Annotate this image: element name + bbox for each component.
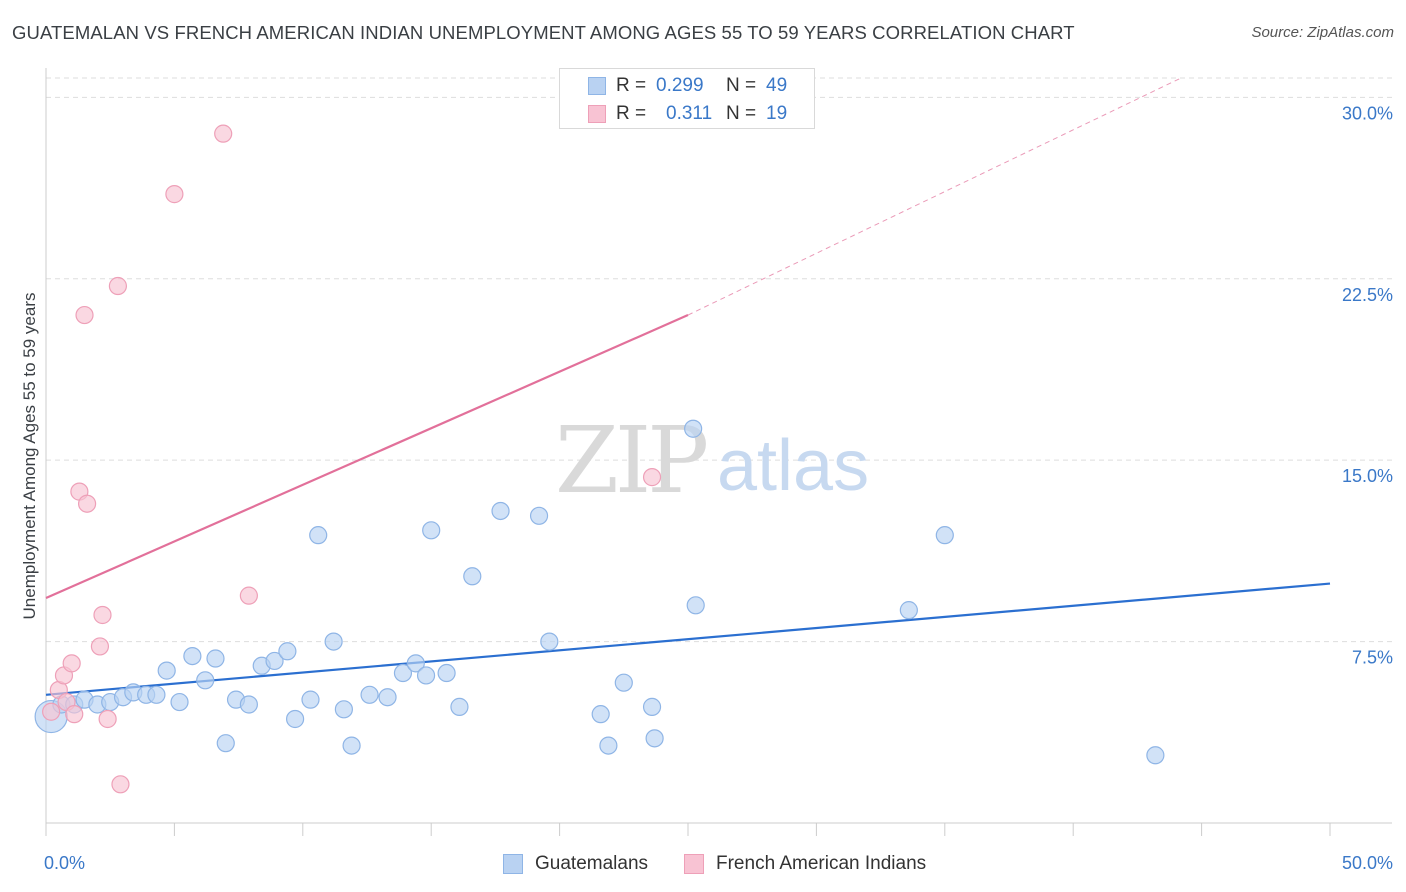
point-guatemalans <box>463 567 482 586</box>
point-guatemalans <box>206 649 225 668</box>
y-tick-label: 15.0% <box>1342 466 1393 486</box>
y-axis-label: Unemployment Among Ages 55 to 59 years <box>20 292 39 620</box>
point-guatemalans <box>450 697 469 716</box>
bottom-legend-french-american-indians: French American Indians <box>684 852 926 876</box>
point-guatemalans <box>378 688 397 707</box>
point-guatemalans <box>437 663 456 683</box>
point-french-american-indians <box>62 654 81 673</box>
chart-title: GUATEMALAN VS FRENCH AMERICAN INDIAN UNE… <box>12 22 1075 43</box>
point-french-american-indians <box>165 185 184 204</box>
watermark: ZIP atlas <box>555 407 869 514</box>
legend-r-value: 0.299 <box>656 75 704 96</box>
bottom-legend-label: French American Indians <box>716 853 927 874</box>
point-guatemalans <box>196 671 215 690</box>
legend-n-label: N = <box>726 75 757 96</box>
point-french-american-indians <box>93 605 112 625</box>
point-guatemalans <box>491 501 510 521</box>
point-guatemalans <box>684 419 703 438</box>
legend-r-label: R = <box>616 103 647 124</box>
legend-n-value: 49 <box>766 75 788 96</box>
point-french-american-indians <box>111 775 130 794</box>
point-guatemalans <box>645 729 664 748</box>
points-layer <box>34 124 1165 794</box>
legend-n-value: 19 <box>766 103 788 124</box>
x-tick-label: 50.0% <box>1342 853 1393 873</box>
watermark-zip: ZIP <box>555 407 706 514</box>
bottom-legend-swatch-blue <box>503 854 523 874</box>
bottom-legend-label: Guatemalans <box>535 853 649 874</box>
bottom-legend-swatch-pink <box>684 854 704 874</box>
legend-row-french-american-indians: R = 0.311 N = 19 <box>588 103 796 125</box>
point-guatemalans <box>899 601 918 620</box>
point-guatemalans <box>422 521 441 540</box>
point-guatemalans <box>216 734 235 753</box>
point-guatemalans <box>265 651 284 671</box>
point-guatemalans <box>157 661 176 680</box>
point-guatemalans <box>599 736 618 755</box>
tick-label-layer: 7.5% 15.0% 22.5% 30.0% 0.0% 50.0% <box>44 103 1393 873</box>
point-guatemalans <box>1146 746 1165 765</box>
point-french-american-indians <box>214 124 233 143</box>
point-french-american-indians <box>98 709 117 729</box>
point-guatemalans <box>309 526 328 545</box>
point-french-american-indians <box>239 586 258 605</box>
point-french-american-indians <box>642 468 662 487</box>
point-guatemalans <box>239 695 258 714</box>
trend-line-french-american-indians <box>45 314 689 600</box>
watermark-atlas: atlas <box>717 426 869 506</box>
point-guatemalans <box>285 709 305 729</box>
trend-line-extension <box>687 77 1182 316</box>
point-guatemalans <box>183 647 202 666</box>
point-guatemalans <box>334 700 353 719</box>
point-guatemalans <box>642 697 662 716</box>
grid-layer <box>46 77 1392 643</box>
point-guatemalans <box>591 705 610 724</box>
legend-swatch-blue <box>588 77 606 95</box>
point-french-american-indians <box>90 637 110 656</box>
point-guatemalans <box>614 673 633 692</box>
legend-r-value: 0.311 <box>666 103 713 124</box>
point-french-american-indians <box>108 276 128 296</box>
y-tick-label: 22.5% <box>1342 285 1393 305</box>
trend-line-guatemalans <box>45 582 1331 696</box>
y-tick-label: 30.0% <box>1342 103 1393 123</box>
point-guatemalans <box>416 666 436 685</box>
point-guatemalans <box>529 506 549 525</box>
axis-layer <box>45 68 1392 836</box>
point-guatemalans <box>406 654 425 673</box>
point-guatemalans <box>686 596 705 615</box>
legend-r-label: R = <box>616 75 647 96</box>
correlation-legend: R = 0.299 N = 49 R = 0.311 N = 19 <box>559 68 815 129</box>
point-guatemalans <box>324 632 343 651</box>
point-guatemalans <box>393 663 413 683</box>
x-tick-label: 0.0% <box>44 853 85 873</box>
point-french-american-indians <box>65 705 84 724</box>
point-french-american-indians <box>75 305 94 325</box>
point-guatemalans <box>540 632 559 651</box>
legend-row-guatemalans: R = 0.299 N = 49 <box>588 75 796 97</box>
legend-n-label: N = <box>726 103 757 124</box>
point-guatemalans <box>301 690 320 709</box>
legend-swatch-pink <box>588 105 606 123</box>
source-credit: Source: ZipAtlas.com <box>1251 24 1394 41</box>
point-french-american-indians <box>42 702 61 721</box>
point-french-american-indians <box>77 494 97 513</box>
point-guatemalans <box>342 736 361 755</box>
point-guatemalans <box>278 642 297 661</box>
point-guatemalans <box>360 685 379 704</box>
point-guatemalans <box>935 526 954 545</box>
trend-layer <box>45 77 1331 696</box>
point-guatemalans <box>170 692 189 712</box>
y-tick-label: 7.5% <box>1352 648 1393 668</box>
point-guatemalans <box>147 685 166 704</box>
bottom-legend-guatemalans: Guatemalans <box>503 852 648 876</box>
